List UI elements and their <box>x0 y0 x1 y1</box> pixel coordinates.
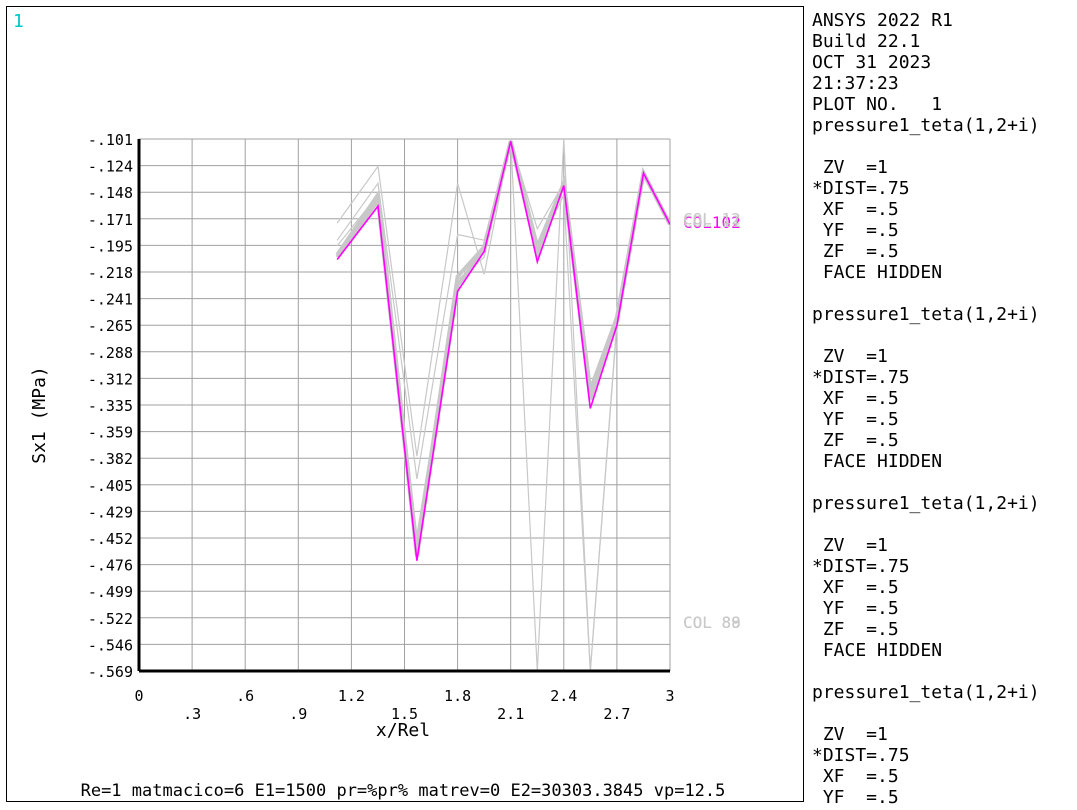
panel-header-line: OCT 31 2023 <box>812 52 932 73</box>
y-tick-label: -.288 <box>88 344 133 362</box>
panel-block-line: ZV =1 <box>812 724 888 745</box>
panel-block-line: YF =.5 <box>812 409 899 430</box>
panel-block-line: FACE HIDDEN <box>812 262 943 283</box>
panel-header-line: PLOT NO. 1 <box>812 94 943 115</box>
panel-header-line: Build 22.1 <box>812 31 921 52</box>
panel-gap <box>812 703 1074 724</box>
panel-block-line: YF =.5 <box>812 220 899 241</box>
panel-gap <box>812 136 1074 157</box>
x-tick-label: 1.5 <box>391 705 418 723</box>
x-tick-label: .6 <box>236 687 254 705</box>
panel-block-line: ZV =1 <box>812 346 888 367</box>
x-tick-label: 2.7 <box>603 705 630 723</box>
panel-block-line: ZF =.5 <box>812 619 899 640</box>
y-tick-label: -.382 <box>88 450 133 468</box>
x-tick-label: .9 <box>289 705 307 723</box>
panel-block-title: pressure1_teta(1,2+i) <box>812 493 1040 514</box>
x-tick-label: 0 <box>134 687 143 705</box>
panel-block-line: ZF =.5 <box>812 430 899 451</box>
panel-block-line: XF =.5 <box>812 577 899 598</box>
y-tick-label: -.476 <box>88 557 133 575</box>
panel-block-line: *DIST=.75 <box>812 556 910 577</box>
plot-window: 1 -.101 -.124 -.148 -.171 -.195 -.218 -.241 -.2… <box>6 6 804 802</box>
panel-gap <box>812 472 1074 493</box>
window-number: 1 <box>13 11 24 32</box>
panel-block-title: pressure1_teta(1,2+i) <box>812 304 1040 325</box>
panel-block-line: XF =.5 <box>812 199 899 220</box>
panel-block-line: XF =.5 <box>812 388 899 409</box>
panel-gap <box>812 283 1074 304</box>
y-tick-label: -.148 <box>88 184 133 202</box>
panel-block-line: *DIST=.75 <box>812 367 910 388</box>
y-tick-label: -.429 <box>88 503 133 521</box>
y-tick-label: -.499 <box>88 583 133 601</box>
y-tick-label: -.124 <box>88 158 133 176</box>
y-tick-label: -.241 <box>88 291 133 309</box>
y-tick-label: -.522 <box>88 610 133 628</box>
panel-block-line: *DIST=.75 <box>812 745 910 766</box>
panel-block-line: ZV =1 <box>812 535 888 556</box>
footer-caption: Re=1 matmacico=6 E1=1500 pr=%pr% matrev=… <box>81 781 726 801</box>
panel-block-line: XF =.5 <box>812 766 899 787</box>
x-tick-labels: 0 .3 .6 .9 1.2 1.5 1.8 2.1 2.4 2.7 3 <box>134 687 674 723</box>
x-tick-label: 2.1 <box>497 705 524 723</box>
panel-block-line: ZF =.5 <box>812 241 899 262</box>
series-label: COL 89 <box>683 613 741 632</box>
y-axis-label: Sx1 (MPa) <box>29 366 50 464</box>
series-label: COL 88 <box>683 613 741 632</box>
y-tick-label: -.218 <box>88 264 133 282</box>
y-tick-label: -.452 <box>88 530 133 548</box>
x-axis-label: x/Rel <box>376 720 430 741</box>
highlight-series-group <box>336 141 670 561</box>
y-tick-label: -.195 <box>88 237 133 255</box>
y-tick-labels: -.101 -.124 -.148 -.171 -.195 -.218 -.241 -.265… <box>88 131 133 681</box>
panel-block-line: ZV =1 <box>812 157 888 178</box>
highlight-series-line <box>336 141 670 561</box>
series-label: COL 11 <box>683 212 741 231</box>
x-tick-label: 1.2 <box>338 687 365 705</box>
chart-grid <box>138 138 671 672</box>
x-tick-label: 2.4 <box>550 687 577 705</box>
series-label: COL 12 <box>683 210 741 229</box>
panel-gap <box>812 325 1074 346</box>
y-tick-label: -.265 <box>88 317 133 335</box>
panel-block-title: pressure1_teta(1,2+i) <box>812 115 1040 136</box>
series-label: COL102 <box>683 213 741 232</box>
x-tick-label: .3 <box>183 705 201 723</box>
legend-info-panel: ANSYS 2022 R1 Build 22.1 OCT 31 2023 21:37:… <box>812 10 1074 808</box>
panel-gap <box>812 661 1074 682</box>
y-tick-label: -.335 <box>88 397 133 415</box>
panel-block-line: FACE HIDDEN <box>812 451 943 472</box>
y-tick-label: -.171 <box>88 211 133 229</box>
y-tick-label: -.312 <box>88 370 133 388</box>
x-tick-label: 1.8 <box>444 687 471 705</box>
panel-block-line: YF =.5 <box>812 787 899 808</box>
panel-header-line: ANSYS 2022 R1 <box>812 10 953 31</box>
panel-block-line: FACE HIDDEN <box>812 640 943 661</box>
panel-gap <box>812 514 1074 535</box>
x-tick-label: 3 <box>665 687 674 705</box>
background-series-line <box>335 140 670 557</box>
background-series-line <box>336 139 670 479</box>
line-chart: 1 -.101 -.124 -.148 -.171 -.195 -.218 -.241 -.2… <box>13 11 741 801</box>
background-series-line <box>335 140 670 554</box>
y-tick-label: -.101 <box>88 131 133 149</box>
chart-axes <box>137 139 670 673</box>
panel-block-line: *DIST=.75 <box>812 178 910 199</box>
panel-block-line: YF =.5 <box>812 598 899 619</box>
y-tick-label: -.405 <box>88 477 133 495</box>
panel-block-title: pressure1_teta(1,2+i) <box>812 682 1040 703</box>
y-tick-label: -.546 <box>88 636 133 654</box>
y-tick-label: -.569 <box>88 663 133 681</box>
y-tick-label: -.359 <box>88 424 133 442</box>
panel-header-line: 21:37:23 <box>812 73 899 94</box>
